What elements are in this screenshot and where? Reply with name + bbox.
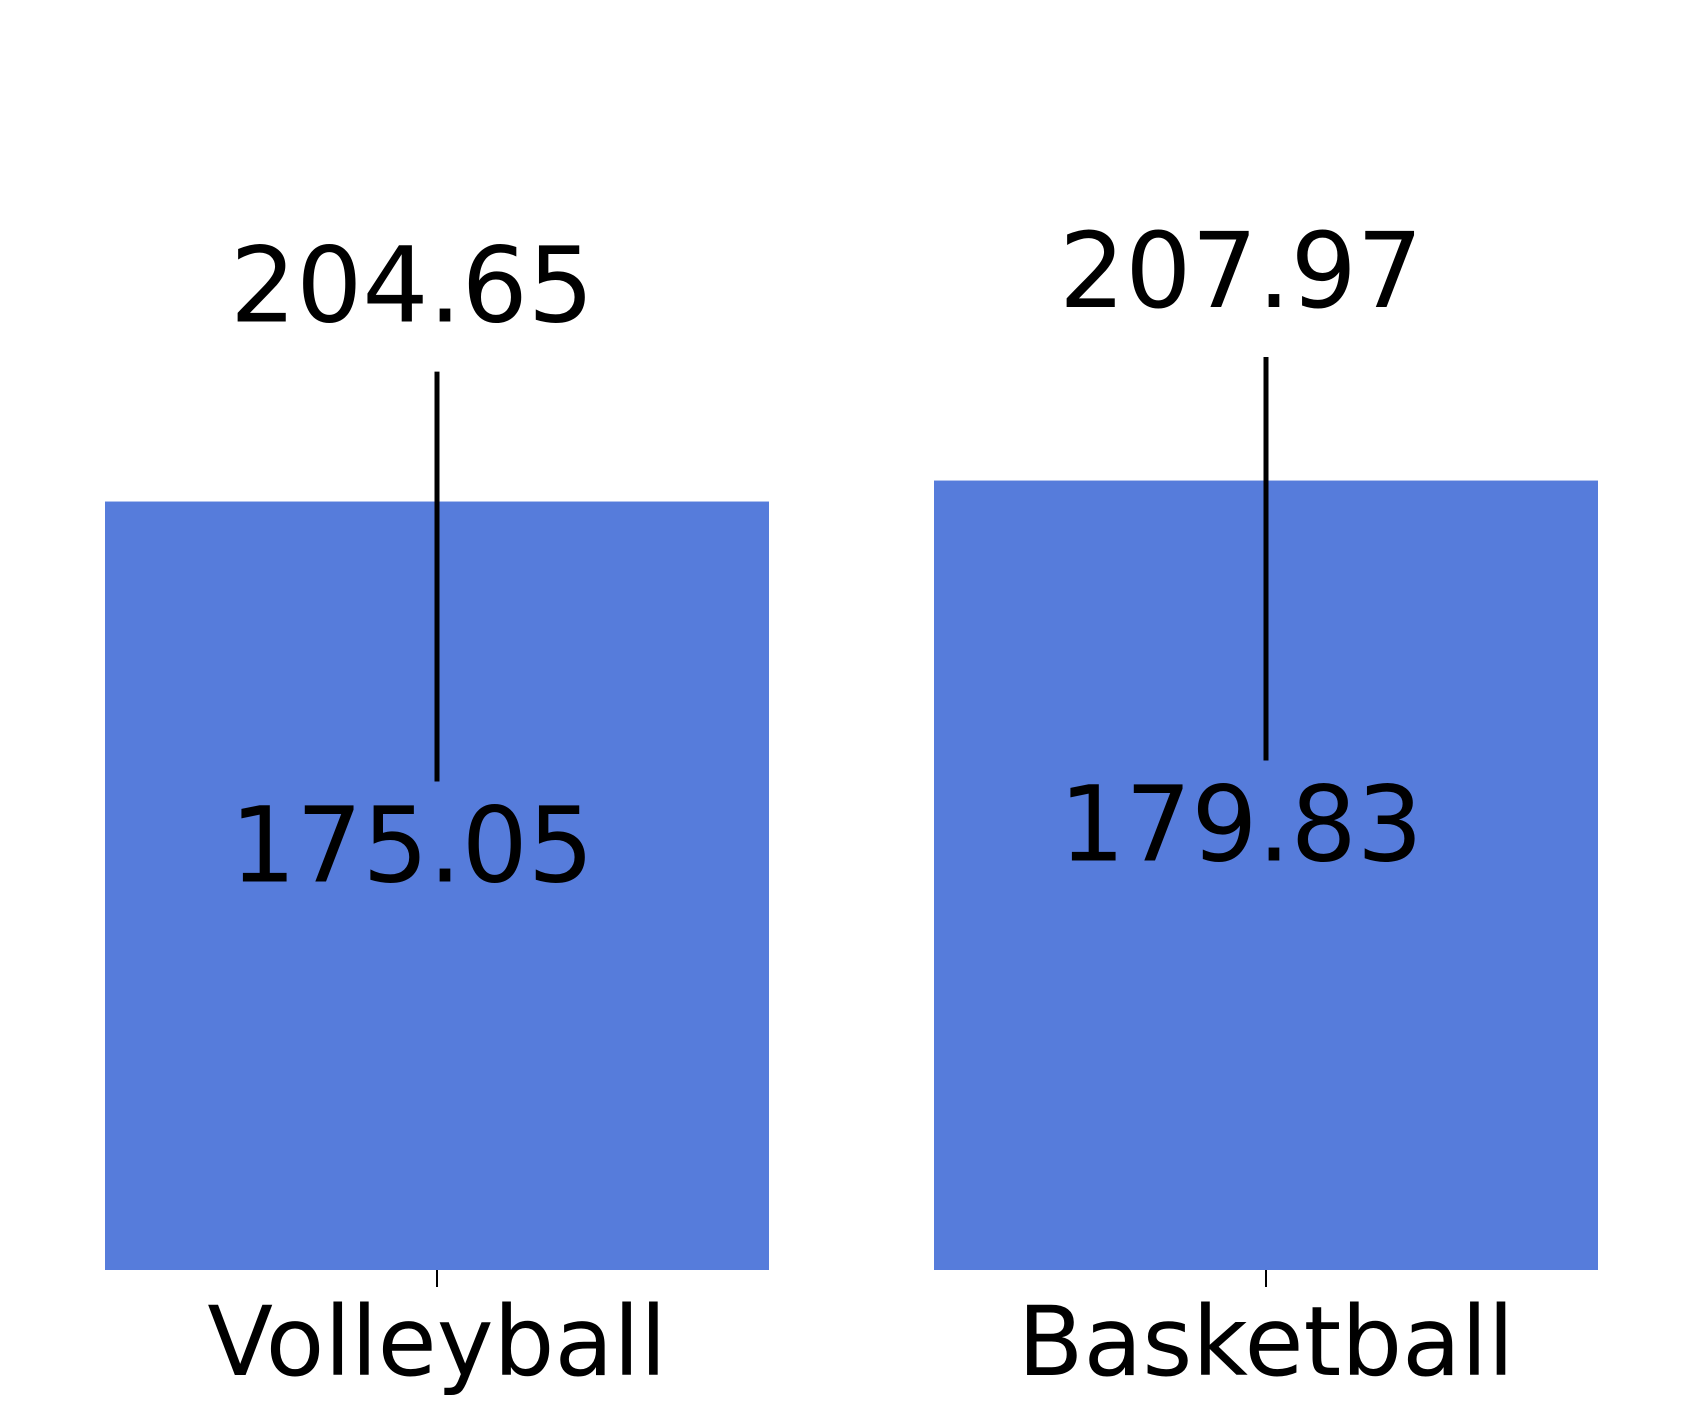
value-label-volleyball: 175.05 <box>230 785 594 907</box>
error-label-volleyball: 204.65 <box>230 225 594 347</box>
x-tick-label-volleyball: Volleyball <box>207 1286 666 1398</box>
value-label-basketball: 179.83 <box>1059 764 1423 886</box>
x-tick-label-basketball: Basketball <box>1018 1286 1515 1398</box>
x-axis: Volleyball Basketball <box>207 1270 1514 1398</box>
error-labels-group: 204.65 207.97 <box>230 210 1423 347</box>
error-bars-group <box>434 357 1269 782</box>
value-labels-group: 175.05 179.83 <box>230 764 1423 907</box>
error-label-basketball: 207.97 <box>1059 210 1423 332</box>
